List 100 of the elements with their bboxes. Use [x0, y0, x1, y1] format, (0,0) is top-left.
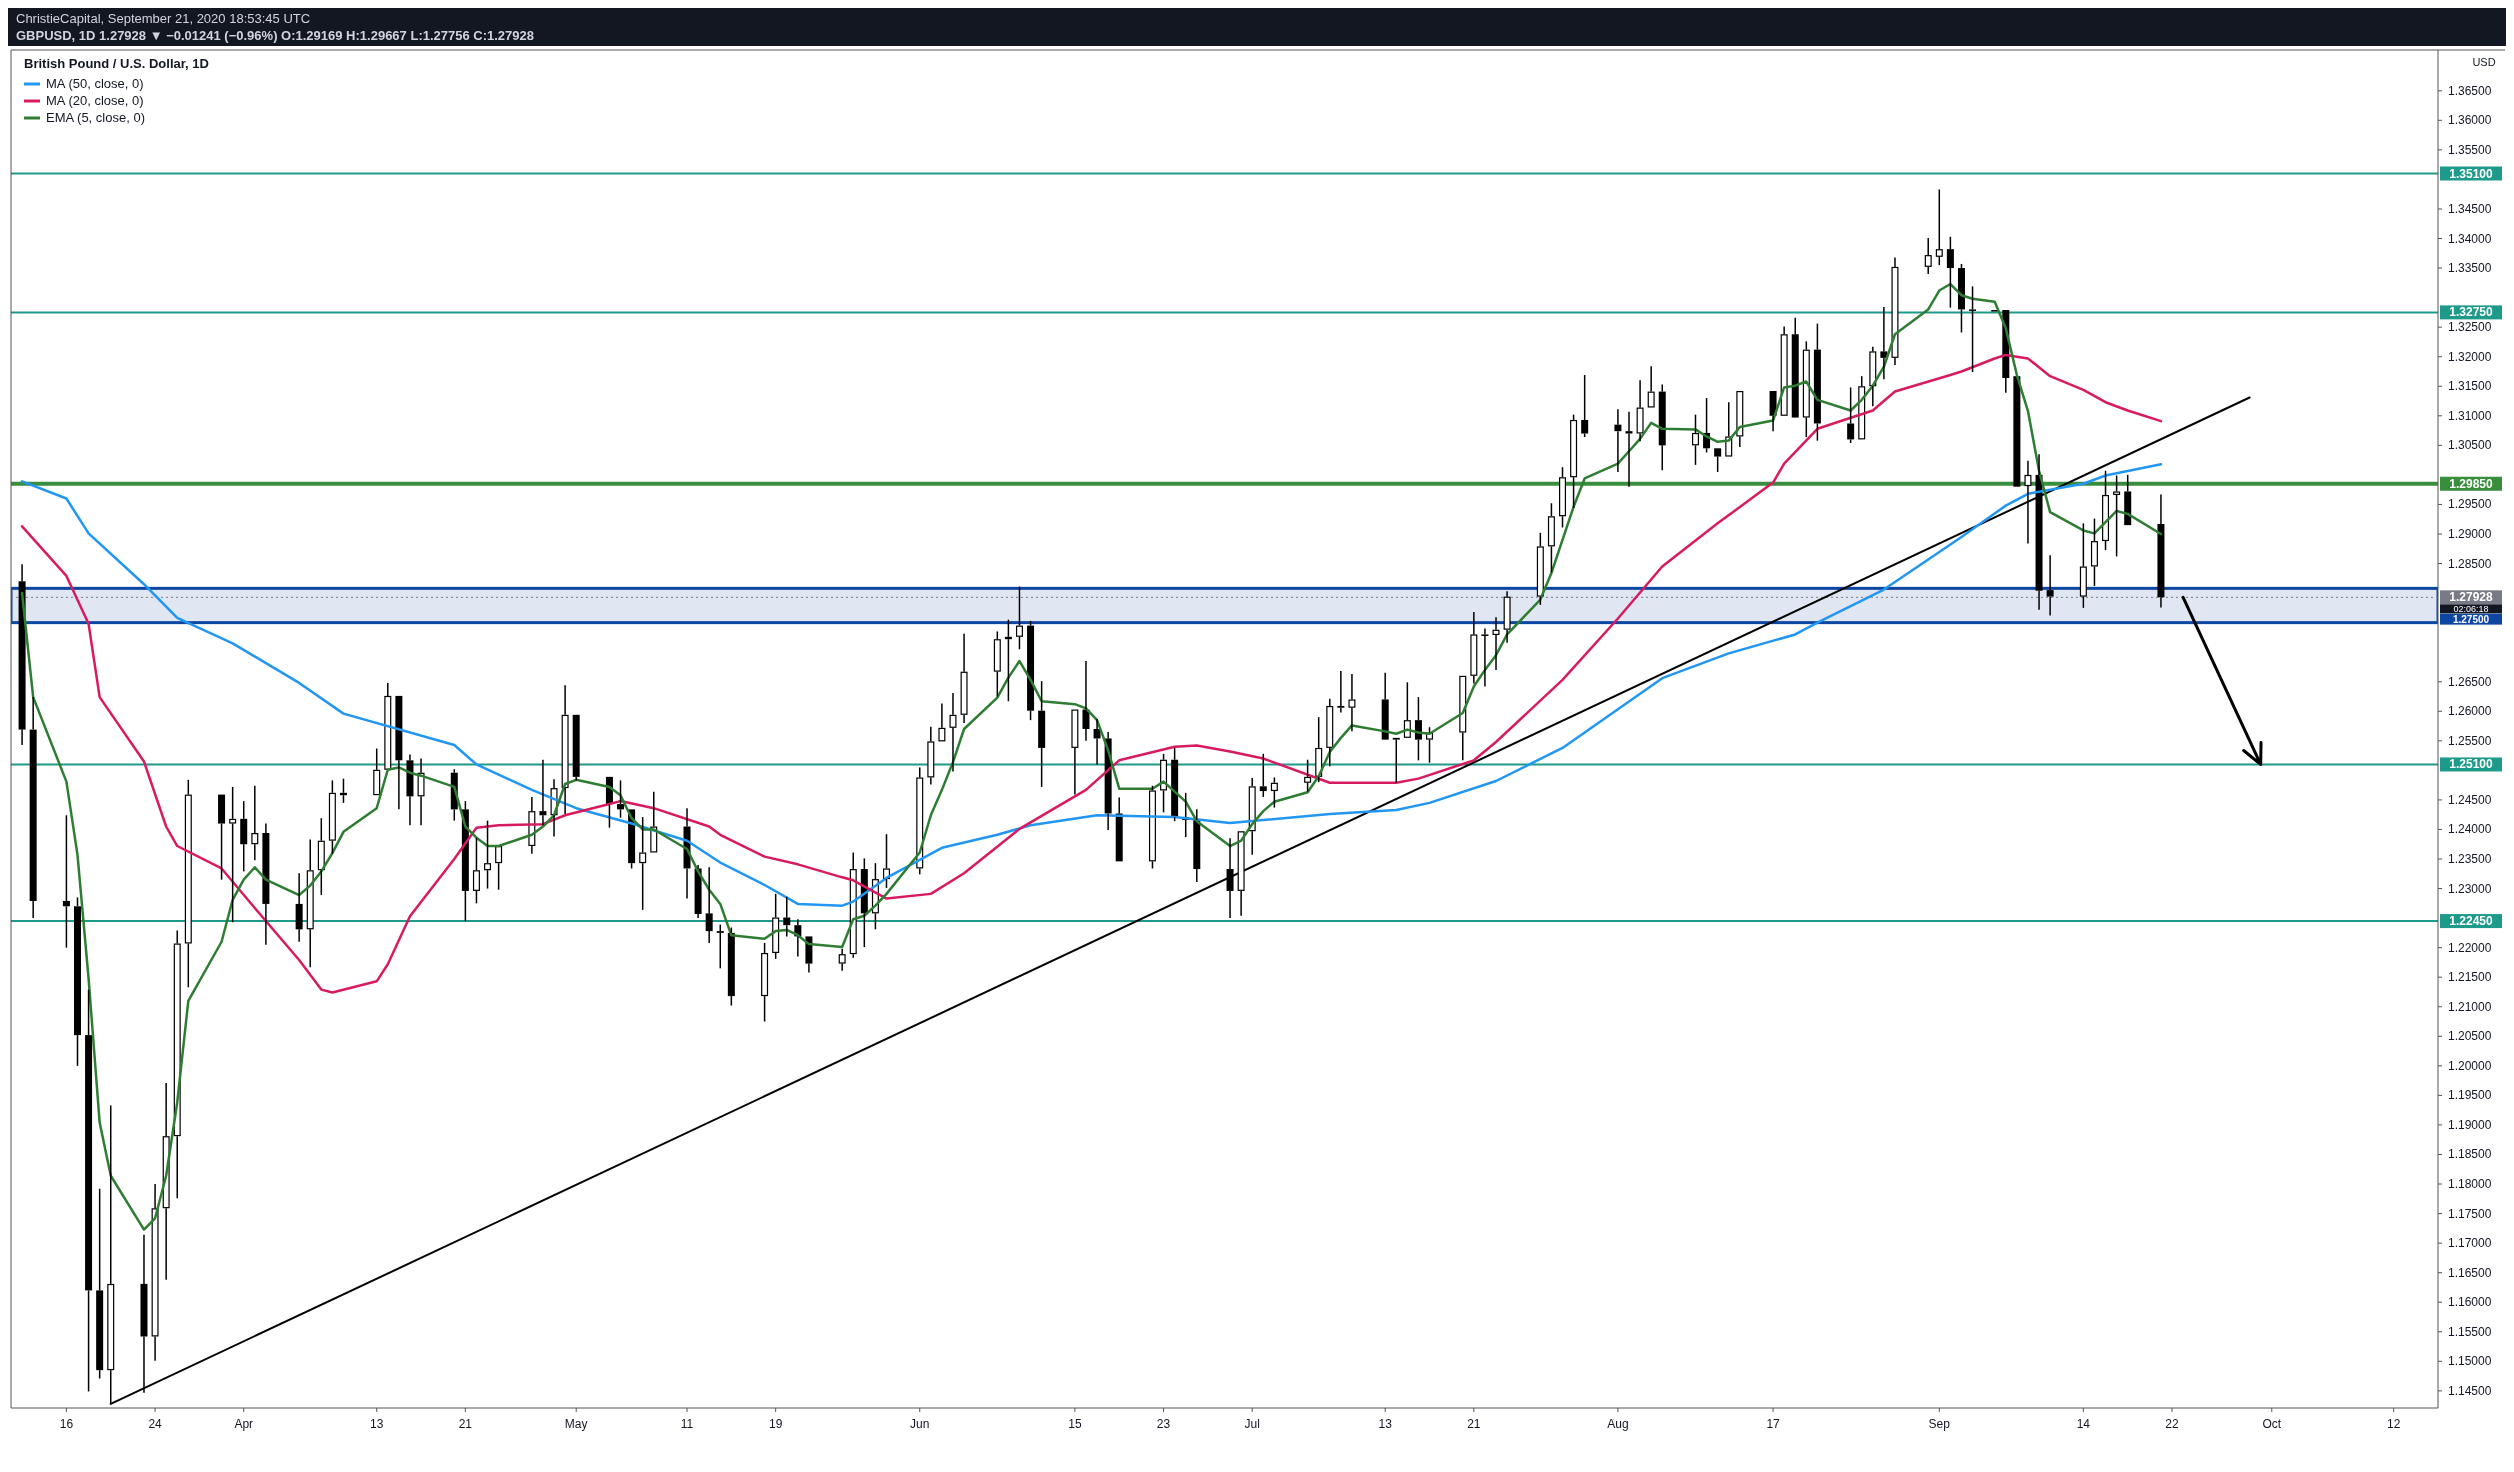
x-tick-label: Sep — [1928, 1417, 1951, 1431]
candlestick — [1326, 698, 1334, 767]
candlestick — [1492, 616, 1500, 671]
y-tick-label: 1.23000 — [2448, 881, 2492, 896]
y-tick-label: 1.17000 — [2448, 1236, 2492, 1251]
candlestick — [1969, 285, 1977, 373]
candlestick — [1736, 390, 1744, 448]
y-tick-label: 1.15000 — [2448, 1354, 2492, 1369]
y-tick-label: 1.26500 — [2448, 674, 2492, 689]
y-tick-label: 1.28500 — [2448, 556, 2492, 571]
candlestick — [1226, 837, 1234, 919]
y-tick-label: 1.22000 — [2448, 940, 2492, 955]
candlestick — [306, 838, 314, 968]
x-tick-label: 11 — [680, 1417, 694, 1431]
y-tick-label: 1.36500 — [2448, 83, 2492, 98]
y-tick-label: 1.21000 — [2448, 999, 2492, 1014]
candlestick — [960, 633, 968, 724]
x-tick-label: 21 — [1467, 1417, 1481, 1431]
x-tick-label: 19 — [768, 1417, 783, 1431]
candlestick — [539, 758, 547, 827]
candlestick — [62, 814, 70, 949]
x-tick-label: 13 — [370, 1417, 384, 1431]
legend-label: MA (20, close, 0) — [46, 93, 144, 108]
y-tick-label: 1.21500 — [2448, 970, 2492, 985]
y-tick-label: 1.18500 — [2448, 1147, 2492, 1162]
candlestick — [29, 696, 37, 919]
y-tick-label: 1.17500 — [2448, 1206, 2492, 1221]
candlestick — [639, 816, 647, 911]
y-tick-label: 1.19500 — [2448, 1088, 2492, 1103]
x-tick-label: Jun — [910, 1417, 930, 1431]
x-tick-label: 13 — [1378, 1417, 1393, 1431]
y-tick-label: 1.20000 — [2448, 1058, 2492, 1073]
y-tick-label: 1.33500 — [2448, 261, 2492, 276]
x-tick-label: Oct — [2262, 1417, 2282, 1431]
candlestick — [705, 866, 713, 944]
candlestick — [18, 563, 26, 746]
x-tick-label: Aug — [1607, 1417, 1629, 1431]
y-tick-label: 1.19000 — [2448, 1117, 2492, 1132]
y-tick-label: 1.24000 — [2448, 822, 2492, 837]
candlestick — [1924, 237, 1932, 275]
candlestick — [561, 684, 569, 815]
x-tick-label: Jul — [1244, 1417, 1260, 1431]
text: ChristieCapital, September 21, 2020 18:53:45 UTC — [16, 11, 311, 26]
text: 02:06:18 — [2453, 603, 2489, 614]
x-tick-label: May — [564, 1417, 588, 1431]
candlestick — [1237, 831, 1245, 917]
candlestick — [2035, 453, 2043, 611]
text: GBPUSD, 1D 1.27928 ▼ −0.01241 (−0.96%) O:1.29169 H:1.29667 L:1.27756 C:1.27928 — [16, 28, 535, 43]
candlestick — [1691, 413, 1699, 466]
candlestick — [2046, 554, 2054, 617]
y-tick-label: 1.24500 — [2448, 792, 2492, 807]
candlestick — [1038, 680, 1046, 788]
x-tick-label: 14 — [2076, 1417, 2091, 1431]
candlestick — [417, 757, 425, 827]
y-tick-label: 1.31000 — [2448, 408, 2492, 423]
y-tick-label: 1.16500 — [2448, 1265, 2492, 1280]
candlestick — [1614, 408, 1622, 473]
y-tick-label: 1.31500 — [2448, 379, 2492, 394]
candlestick — [317, 817, 325, 896]
ref-line-label: 1.27928 — [2449, 590, 2494, 605]
ref-line-label: 1.32750 — [2449, 305, 2494, 320]
text: British Pound / U.S. Dollar, 1D — [24, 56, 209, 71]
candlestick — [151, 1183, 159, 1362]
band-label: 1.27500 — [2452, 614, 2490, 626]
candlestick — [838, 948, 846, 972]
candlestick — [173, 929, 181, 1199]
y-tick-label: 1.34000 — [2448, 231, 2492, 246]
legend-label: MA (50, close, 0) — [46, 76, 144, 91]
ref-line-label: 1.29850 — [2449, 476, 2494, 491]
x-tick-label: 12 — [2386, 1417, 2401, 1431]
candlestick — [2157, 493, 2165, 609]
candlestick — [1082, 660, 1090, 742]
candlestick — [1658, 383, 1666, 471]
y-tick-label: 1.29000 — [2448, 526, 2492, 541]
y-tick-label: 1.16000 — [2448, 1295, 2492, 1310]
candlestick — [251, 784, 259, 861]
candlestick — [1891, 256, 1899, 366]
candlestick — [949, 692, 957, 773]
candlestick — [2024, 459, 2032, 545]
x-tick-label: 24 — [148, 1417, 163, 1431]
y-tick-label: 1.18000 — [2448, 1177, 2492, 1192]
ref-line-label: 1.25100 — [2449, 757, 2494, 772]
y-tick-label: 1.14500 — [2448, 1383, 2492, 1398]
x-tick-label: 17 — [1766, 1417, 1781, 1431]
y-tick-label: 1.30500 — [2448, 438, 2492, 453]
candlestick — [783, 896, 791, 938]
candlestick — [295, 872, 303, 943]
line-series — [20, 282, 2163, 1231]
y-tick-label: 1.29500 — [2448, 497, 2492, 512]
candlestick — [1503, 590, 1511, 644]
candlestick — [262, 822, 270, 946]
candlestick — [1869, 345, 1877, 408]
y-tick-label: 1.32500 — [2448, 320, 2492, 335]
candlestick — [1470, 611, 1478, 685]
x-tick-label: 15 — [1068, 1417, 1082, 1431]
y-axis-title: USD — [2472, 56, 2496, 68]
y-tick-label: 1.35500 — [2448, 142, 2492, 157]
candlestick — [1193, 808, 1201, 883]
line-series — [20, 463, 2163, 907]
ref-line-label: 1.22450 — [2449, 914, 2494, 929]
